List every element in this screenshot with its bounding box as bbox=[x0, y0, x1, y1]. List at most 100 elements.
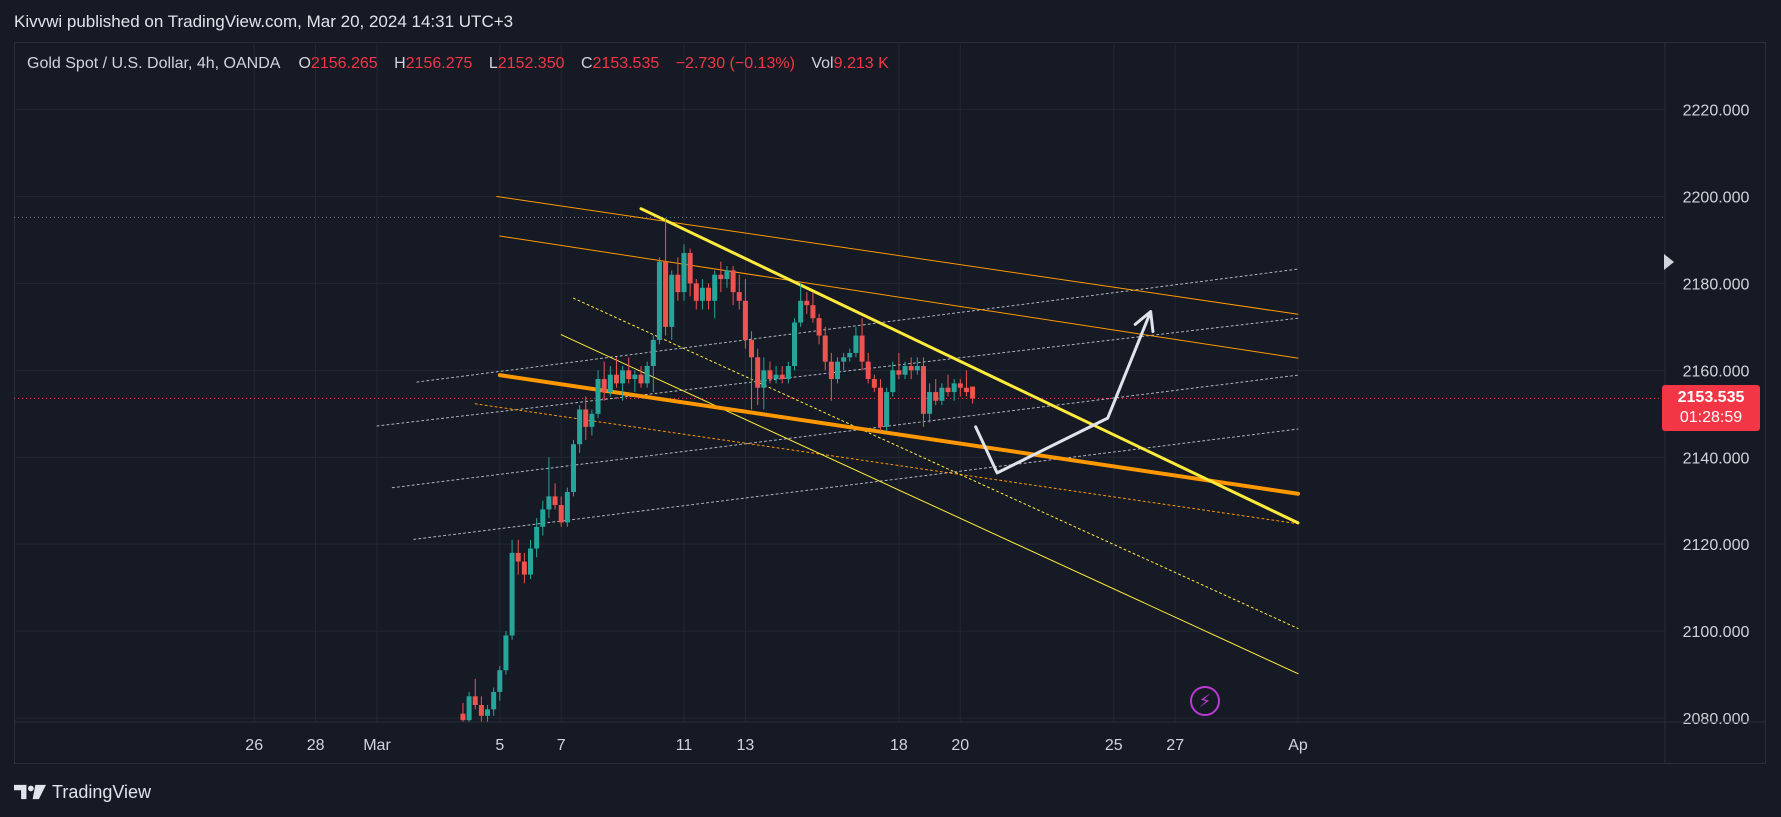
y-tick-label: 2220.000 bbox=[1683, 103, 1750, 120]
chart-frame bbox=[14, 42, 1766, 764]
grid bbox=[14, 42, 1665, 722]
candle-down bbox=[828, 361, 834, 380]
y-tick-label: 2120.000 bbox=[1683, 537, 1750, 554]
candle-down bbox=[877, 387, 883, 427]
legend-low-label: L bbox=[488, 55, 498, 72]
x-tick-label: Mar bbox=[363, 737, 391, 754]
x-tick-label: 20 bbox=[951, 737, 969, 754]
candle-down bbox=[558, 505, 564, 523]
channel-line-2 bbox=[376, 317, 1299, 427]
y-tick-label: 2100.000 bbox=[1683, 624, 1750, 641]
candle-down bbox=[908, 365, 914, 371]
candle-down bbox=[613, 374, 619, 384]
candle-up bbox=[890, 370, 896, 393]
candle-down bbox=[749, 339, 755, 358]
candle-up bbox=[939, 387, 945, 401]
scroll-right-arrow-icon[interactable] bbox=[1664, 254, 1674, 270]
candle-up bbox=[914, 365, 920, 371]
x-tick-label: Ap bbox=[1288, 737, 1308, 754]
y-tick-label: 2080.000 bbox=[1683, 711, 1750, 728]
candle-up bbox=[491, 691, 497, 710]
legend-close-label: C bbox=[580, 55, 593, 72]
candle-up bbox=[632, 374, 638, 380]
x-tick-label: 11 bbox=[676, 737, 693, 754]
orange-trendline-mid bbox=[499, 235, 1299, 359]
candle-up bbox=[577, 409, 583, 445]
candle-up bbox=[835, 361, 840, 380]
x-tick-label: 13 bbox=[737, 737, 755, 754]
candle-up bbox=[546, 496, 552, 510]
candle-down bbox=[963, 387, 969, 393]
candle-down bbox=[933, 392, 939, 401]
tradingview-wordmark: TradingView bbox=[52, 781, 152, 802]
candle-down bbox=[638, 374, 644, 384]
legend-volume-value: 9.213 K bbox=[833, 55, 889, 72]
tradingview-logo[interactable]: TradingView bbox=[14, 780, 151, 804]
projection-arrow bbox=[974, 310, 1155, 475]
candle-up bbox=[792, 322, 798, 366]
candle-down bbox=[515, 552, 521, 562]
candle-up bbox=[564, 492, 570, 523]
candle-down bbox=[755, 357, 761, 388]
yellow-resistance-line bbox=[639, 207, 1300, 525]
candle-down bbox=[706, 287, 712, 301]
candle-up bbox=[724, 270, 730, 280]
candle-up bbox=[761, 370, 767, 388]
candle-up bbox=[509, 552, 515, 636]
candle-down bbox=[767, 370, 773, 380]
publisher-caption: Kivvwi published on TradingView.com, Mar… bbox=[14, 12, 514, 31]
candle-up bbox=[620, 370, 626, 384]
candle-down bbox=[663, 261, 669, 327]
last-price-value: 2153.535 bbox=[1677, 389, 1745, 406]
y-tick-label: 2140.000 bbox=[1683, 450, 1750, 467]
lightning-icon[interactable]: ⚡ bbox=[1190, 686, 1220, 716]
candle-up bbox=[712, 274, 718, 301]
candle-down bbox=[687, 252, 693, 284]
legend-change: −2.730 (−0.13%) bbox=[675, 55, 795, 72]
candle-down bbox=[779, 374, 785, 380]
candle-up bbox=[853, 335, 859, 353]
candle-up bbox=[570, 444, 576, 493]
projection-arrow-head bbox=[1133, 310, 1155, 334]
y-tick-label: 2180.000 bbox=[1683, 276, 1750, 293]
orange-trendline-lower bbox=[474, 403, 1299, 525]
candle-down bbox=[736, 292, 742, 301]
candle-up bbox=[798, 300, 804, 323]
x-tick-label: 18 bbox=[890, 737, 908, 754]
candle-down bbox=[945, 387, 951, 393]
legend-open-value: 2156.265 bbox=[310, 55, 378, 72]
symbol-title[interactable]: Gold Spot / U.S. Dollar, 4h, OANDA bbox=[27, 55, 280, 72]
legend-close-value: 2153.535 bbox=[592, 55, 660, 72]
x-tick-label: 27 bbox=[1166, 737, 1184, 754]
candle-up bbox=[785, 365, 791, 380]
orange-trendline-upper bbox=[496, 196, 1299, 315]
x-tick-label: 26 bbox=[245, 737, 263, 754]
candle-up bbox=[656, 261, 662, 340]
candle-up bbox=[466, 696, 472, 721]
channel-line-4 bbox=[413, 428, 1299, 540]
legend-high-value: 2156.275 bbox=[405, 55, 473, 72]
legend-volume-label: Vol bbox=[811, 55, 834, 72]
candle-down bbox=[871, 379, 877, 388]
candle-down bbox=[693, 283, 699, 301]
candle-up bbox=[841, 357, 847, 362]
x-tick-label: 25 bbox=[1105, 737, 1123, 754]
y-tick-label: 2160.000 bbox=[1683, 363, 1750, 380]
candle-down bbox=[810, 305, 816, 319]
candle-up bbox=[497, 670, 503, 692]
candle-up bbox=[607, 374, 613, 393]
channel-line-3 bbox=[391, 374, 1299, 489]
candle-down bbox=[718, 274, 724, 280]
tradingview-logo-icon bbox=[14, 784, 46, 800]
x-tick-label: 5 bbox=[495, 737, 504, 754]
candle-down bbox=[957, 383, 963, 388]
y-tick-label: 2200.000 bbox=[1683, 190, 1750, 207]
candle-down bbox=[730, 270, 736, 293]
top-bar: Kivvwi published on TradingView.com, Mar… bbox=[0, 0, 1781, 42]
candle-down bbox=[970, 386, 976, 399]
candle-up bbox=[503, 635, 509, 671]
channel-line-1 bbox=[416, 268, 1299, 383]
legend-high-label: H bbox=[394, 55, 406, 72]
candle-down bbox=[552, 496, 558, 506]
